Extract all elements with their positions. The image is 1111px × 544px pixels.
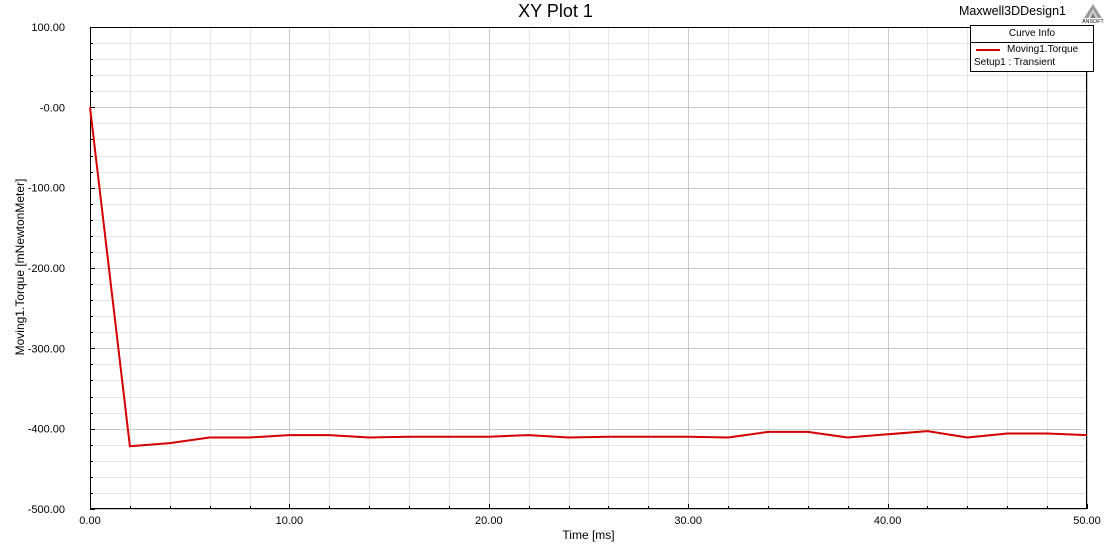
- x-tick-label: 20.00: [475, 515, 503, 527]
- y-axis-label: Moving1.Torque [mNewtonMeter]: [13, 179, 27, 356]
- x-tick-label: 40.00: [874, 515, 902, 527]
- y-tick-labels: 100.00 -0.00 -100.00 -200.00 -300.00 -400.00 -…: [28, 22, 65, 516]
- legend-series-swatch: [976, 49, 1000, 51]
- series-line-moving1-torque: [89, 107, 1088, 448]
- y-tick-label: -0.00: [40, 102, 65, 114]
- y-tick-label: -300.00: [28, 343, 65, 355]
- ansoft-logo-icon: [1084, 4, 1102, 18]
- y-tick-label: 100.00: [31, 22, 65, 34]
- x-tick-label: 0.00: [79, 515, 100, 527]
- y-tick-label: -200.00: [28, 263, 65, 275]
- x-tick-labels: 0.00 10.00 20.00 30.00 40.00 50.00: [79, 515, 1100, 527]
- y-tick-label: -500.00: [28, 504, 65, 516]
- x-axis-label: Time [ms]: [562, 528, 614, 542]
- x-tick-label: 30.00: [674, 515, 702, 527]
- x-tick-label: 10.00: [276, 515, 304, 527]
- legend-series-name: Moving1.Torque: [1007, 44, 1079, 55]
- y-tick-label: -400.00: [28, 424, 65, 436]
- ansoft-logo-text: ANSOFT: [1082, 19, 1104, 25]
- chart-title: XY Plot 1: [518, 1, 593, 21]
- legend-entry[interactable]: Moving1.Torque: [971, 43, 1093, 57]
- x-tick-label: 50.00: [1073, 515, 1101, 527]
- legend-header: Curve Info: [971, 26, 1093, 43]
- design-name: Maxwell3DDesign1: [959, 4, 1066, 18]
- y-tick-label: -100.00: [28, 183, 65, 195]
- legend-setup-label: Setup1 : Transient: [974, 57, 1056, 68]
- curve-info-legend[interactable]: Curve Info Moving1.Torque Setup1 : Trans…: [970, 25, 1094, 72]
- ansoft-logo: ANSOFT: [1081, 3, 1105, 25]
- series-layer: [89, 107, 1088, 448]
